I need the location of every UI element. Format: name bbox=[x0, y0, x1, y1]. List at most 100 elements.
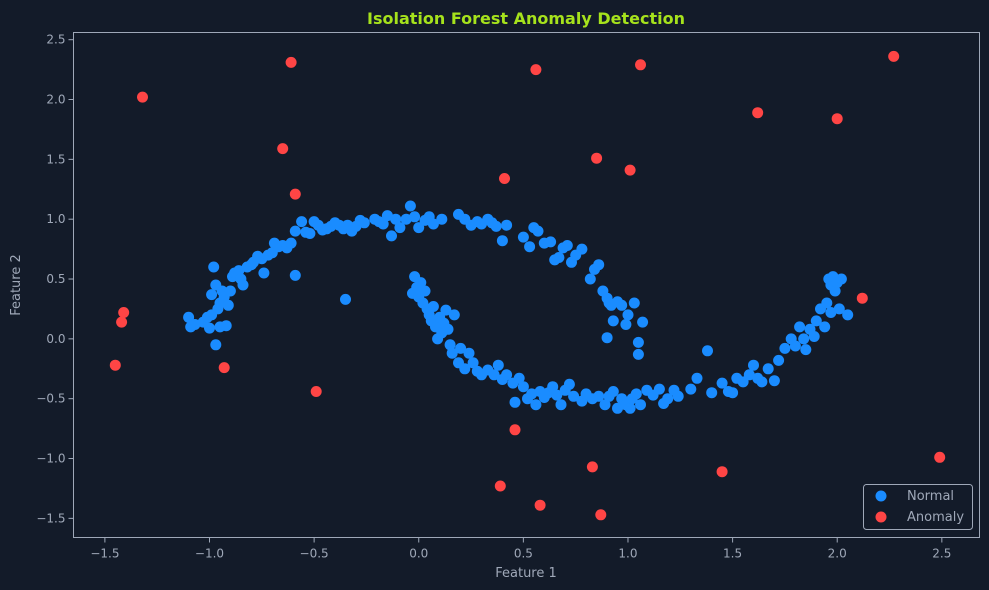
anomaly-point bbox=[624, 164, 636, 176]
legend-box bbox=[863, 484, 973, 530]
normal-point bbox=[553, 252, 565, 263]
y-tick-label: −0.5 bbox=[36, 392, 65, 406]
normal-point bbox=[706, 387, 718, 399]
normal-point bbox=[835, 273, 847, 285]
normal-point bbox=[222, 299, 234, 311]
normal-point bbox=[737, 376, 749, 388]
normal-point bbox=[555, 399, 567, 411]
anomaly-point bbox=[856, 292, 868, 304]
normal-point bbox=[568, 390, 580, 402]
normal-point bbox=[727, 387, 739, 399]
anomaly-point bbox=[509, 424, 521, 436]
normal-point bbox=[607, 315, 619, 327]
normal-point bbox=[593, 390, 605, 402]
normal-point bbox=[833, 303, 845, 315]
normal-point bbox=[400, 213, 412, 225]
normal-point bbox=[779, 342, 791, 354]
y-tick-label: 2.0 bbox=[46, 93, 65, 107]
x-axis: −1.5 −1.0 −0.5 0.0 0.5 1.0 1.5 2.0 2.5 bbox=[90, 537, 951, 561]
anomaly-point bbox=[277, 143, 289, 155]
normal-point bbox=[653, 383, 665, 395]
x-tick-label: −1.0 bbox=[195, 547, 224, 561]
normal-point bbox=[530, 399, 542, 411]
normal-point bbox=[532, 225, 544, 237]
normal-point bbox=[632, 336, 644, 348]
normal-point bbox=[773, 354, 785, 366]
normal-point bbox=[381, 210, 393, 222]
normal-point bbox=[377, 218, 389, 230]
normal-point bbox=[427, 301, 439, 312]
y-tick-label: −1.5 bbox=[36, 511, 65, 525]
y-tick-label: 1.5 bbox=[46, 152, 65, 166]
normal-point bbox=[672, 390, 684, 402]
anomaly-point bbox=[752, 107, 764, 119]
normal-point bbox=[798, 333, 810, 345]
normal-point bbox=[829, 285, 841, 297]
y-axis-label: Feature 2 bbox=[9, 254, 24, 316]
normal-point bbox=[509, 396, 521, 408]
y-tick-label: −1.0 bbox=[36, 452, 65, 466]
normal-point bbox=[488, 369, 500, 381]
normal-point bbox=[662, 393, 674, 405]
anomaly-point bbox=[831, 113, 843, 125]
anomaly-point bbox=[499, 173, 510, 184]
series-anomaly bbox=[109, 50, 946, 521]
anomaly-point bbox=[218, 362, 230, 374]
normal-point bbox=[210, 339, 222, 351]
normal-point bbox=[496, 235, 508, 247]
anomaly-point bbox=[934, 451, 946, 463]
normal-point bbox=[459, 363, 471, 375]
normal-point bbox=[825, 307, 837, 318]
normal-point bbox=[551, 389, 563, 401]
normal-point bbox=[584, 273, 596, 285]
normal-point bbox=[501, 219, 513, 231]
anomaly-point bbox=[285, 56, 297, 68]
normal-point bbox=[716, 377, 728, 389]
normal-point bbox=[413, 222, 425, 234]
normal-point bbox=[492, 359, 504, 371]
normal-point bbox=[685, 383, 697, 395]
x-tick-label: 2.5 bbox=[932, 547, 951, 561]
normal-point bbox=[446, 347, 458, 359]
x-tick-label: 2.0 bbox=[828, 547, 847, 561]
normal-point bbox=[526, 388, 538, 400]
normal-point bbox=[630, 388, 642, 400]
normal-point bbox=[409, 211, 421, 223]
normal-point bbox=[455, 342, 467, 354]
x-tick-label: −1.5 bbox=[90, 547, 119, 561]
y-tick-label: 0.5 bbox=[46, 272, 65, 286]
legend-label-anomaly: Anomaly bbox=[907, 510, 964, 525]
normal-point bbox=[563, 378, 575, 390]
x-tick-label: 1.0 bbox=[618, 547, 637, 561]
normal-point bbox=[442, 323, 454, 335]
normal-point bbox=[208, 261, 220, 273]
normal-point bbox=[444, 339, 456, 351]
normal-point bbox=[800, 344, 812, 356]
normal-point bbox=[204, 322, 215, 334]
normal-point bbox=[794, 321, 806, 333]
normal-point bbox=[220, 320, 232, 332]
normal-point bbox=[768, 375, 780, 387]
normal-point bbox=[440, 304, 452, 316]
normal-point bbox=[545, 236, 557, 248]
normal-point bbox=[576, 243, 588, 255]
y-tick-label: 0.0 bbox=[46, 332, 65, 346]
normal-point bbox=[394, 222, 406, 234]
normal-point bbox=[743, 369, 755, 381]
anomaly-point bbox=[116, 316, 128, 328]
anomaly-point bbox=[530, 64, 542, 76]
normal-point bbox=[233, 265, 245, 277]
normal-point bbox=[289, 225, 301, 237]
normal-point bbox=[691, 372, 703, 384]
normal-point bbox=[517, 381, 529, 393]
x-tick-label: 0.5 bbox=[514, 547, 533, 561]
y-tick-label: 2.5 bbox=[46, 33, 65, 47]
normal-point bbox=[296, 216, 308, 228]
normal-point bbox=[390, 213, 402, 225]
normal-point bbox=[748, 359, 759, 371]
anomaly-point bbox=[888, 50, 900, 62]
x-axis-label: Feature 1 bbox=[495, 566, 557, 581]
anomaly-point bbox=[595, 509, 607, 521]
normal-point bbox=[612, 402, 623, 414]
